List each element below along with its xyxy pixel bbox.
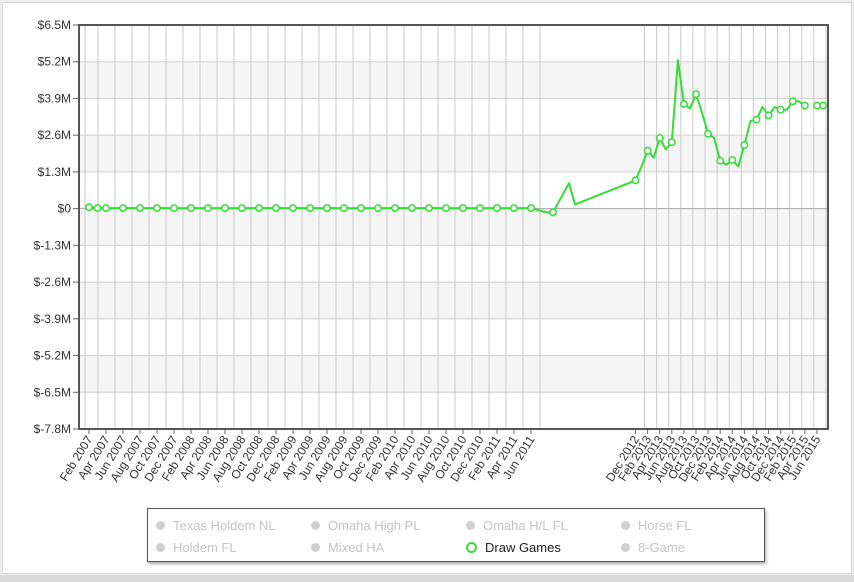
line-chart: $6.5M $5.2M $3.9M $2.6M $1.3M $0 $-1.3M $-2.6M $… (34, 18, 829, 484)
plot-band (79, 61, 828, 99)
plot-border (78, 24, 829, 430)
data-point[interactable] (776, 105, 785, 114)
legend-marker-icon (466, 541, 477, 553)
data-point[interactable] (788, 97, 797, 106)
data-point[interactable] (221, 204, 229, 213)
data-point[interactable] (752, 115, 761, 124)
plot-band (79, 98, 828, 136)
data-point[interactable] (679, 100, 688, 109)
y-tick-label: $2.6M (38, 128, 71, 142)
y-tick-label: $-2.6M (34, 275, 71, 289)
data-point[interactable] (643, 146, 652, 155)
data-point[interactable] (459, 204, 467, 213)
data-point[interactable] (136, 204, 144, 213)
data-point[interactable] (716, 156, 725, 165)
data-point[interactable] (819, 101, 827, 110)
y-tick-label: $-5.2M (34, 349, 71, 363)
data-point[interactable] (493, 204, 501, 213)
y-tick-label: $-1.3M (34, 238, 71, 252)
data-point[interactable] (408, 204, 416, 213)
y-tick-label: $0 (58, 202, 72, 216)
data-point[interactable] (340, 204, 348, 213)
data-point[interactable] (102, 204, 110, 213)
plot-band (79, 135, 828, 172)
data-point[interactable] (740, 141, 749, 150)
legend-item[interactable]: Draw Games (466, 536, 621, 558)
plot-band (79, 245, 828, 283)
legend-marker-icon (311, 520, 320, 530)
data-point[interactable] (255, 204, 263, 213)
data-point[interactable] (153, 204, 161, 213)
data-point[interactable] (204, 204, 212, 213)
data-point[interactable] (442, 204, 450, 213)
data-point[interactable] (187, 204, 195, 213)
plot-band (79, 355, 828, 393)
y-tick-label: $5.2M (38, 55, 71, 69)
legend-marker-icon (156, 520, 165, 530)
data-point[interactable] (800, 101, 809, 110)
plot-band (79, 25, 828, 62)
legend-label: Omaha H/L FL (483, 517, 568, 533)
y-tick-label: $-6.5M (34, 385, 71, 399)
legend-item[interactable]: Holdem FL (156, 536, 311, 558)
y-tick-label: $-7.8M (34, 422, 71, 436)
legend-item[interactable]: 8-Game (621, 536, 761, 558)
data-point[interactable] (764, 111, 773, 120)
data-point[interactable] (93, 204, 102, 213)
data-point[interactable] (631, 176, 640, 185)
data-point[interactable] (85, 203, 93, 212)
legend-marker-icon (466, 520, 475, 530)
data-point[interactable] (272, 204, 280, 213)
legend-marker-icon (621, 542, 630, 552)
legend-label: Omaha High PL (328, 517, 421, 533)
y-tick-label: $1.3M (38, 165, 71, 179)
legend-item[interactable]: Horse FL (621, 514, 761, 536)
y-tick-label: $3.9M (38, 91, 71, 105)
y-tick-label: $-3.9M (34, 312, 71, 326)
data-point[interactable] (374, 204, 382, 213)
legend-item[interactable]: Texas Holdem NL (156, 514, 311, 536)
data-point[interactable] (306, 204, 314, 213)
plot-band (79, 392, 828, 429)
chart-panel: $6.5M $5.2M $3.9M $2.6M $1.3M $0 $-1.3M $-2.6M $… (2, 2, 852, 574)
data-point[interactable] (510, 204, 518, 213)
legend-marker-icon (156, 542, 165, 552)
plot-band (79, 171, 828, 209)
data-point[interactable] (527, 204, 535, 213)
data-point[interactable] (323, 204, 331, 213)
legend-marker-icon (311, 542, 320, 552)
legend-item[interactable]: Omaha High PL (311, 514, 466, 536)
legend-item[interactable]: Mixed HA (311, 536, 466, 558)
y-tick-label: $6.5M (38, 18, 71, 32)
data-point[interactable] (476, 204, 484, 213)
legend-label: Texas Holdem NL (173, 517, 276, 533)
legend: Texas Holdem NL Omaha High PL Omaha H/L FL… (147, 508, 765, 562)
data-point[interactable] (728, 156, 737, 164)
data-point[interactable] (667, 138, 676, 147)
data-point[interactable] (119, 204, 127, 213)
data-point[interactable] (655, 134, 664, 142)
data-point[interactable] (238, 204, 246, 213)
plot-band (79, 282, 828, 319)
bottom-strip (0, 575, 854, 582)
data-point[interactable] (425, 204, 433, 213)
legend-label: Mixed HA (328, 539, 385, 555)
legend-label: Holdem FL (173, 539, 237, 555)
data-point[interactable] (692, 90, 700, 99)
data-point[interactable] (549, 208, 557, 217)
data-point[interactable] (704, 129, 713, 138)
data-point[interactable] (170, 204, 178, 213)
data-point[interactable] (357, 204, 365, 213)
data-point[interactable] (289, 204, 297, 213)
plot-band (79, 318, 828, 356)
legend-item[interactable]: Omaha H/L FL (466, 514, 621, 536)
legend-label: Draw Games (485, 539, 561, 555)
plot-band (79, 208, 828, 246)
data-point[interactable] (391, 204, 399, 213)
legend-marker-icon (621, 520, 630, 530)
legend-label: Horse FL (638, 517, 692, 533)
legend-label: 8-Game (638, 539, 685, 555)
